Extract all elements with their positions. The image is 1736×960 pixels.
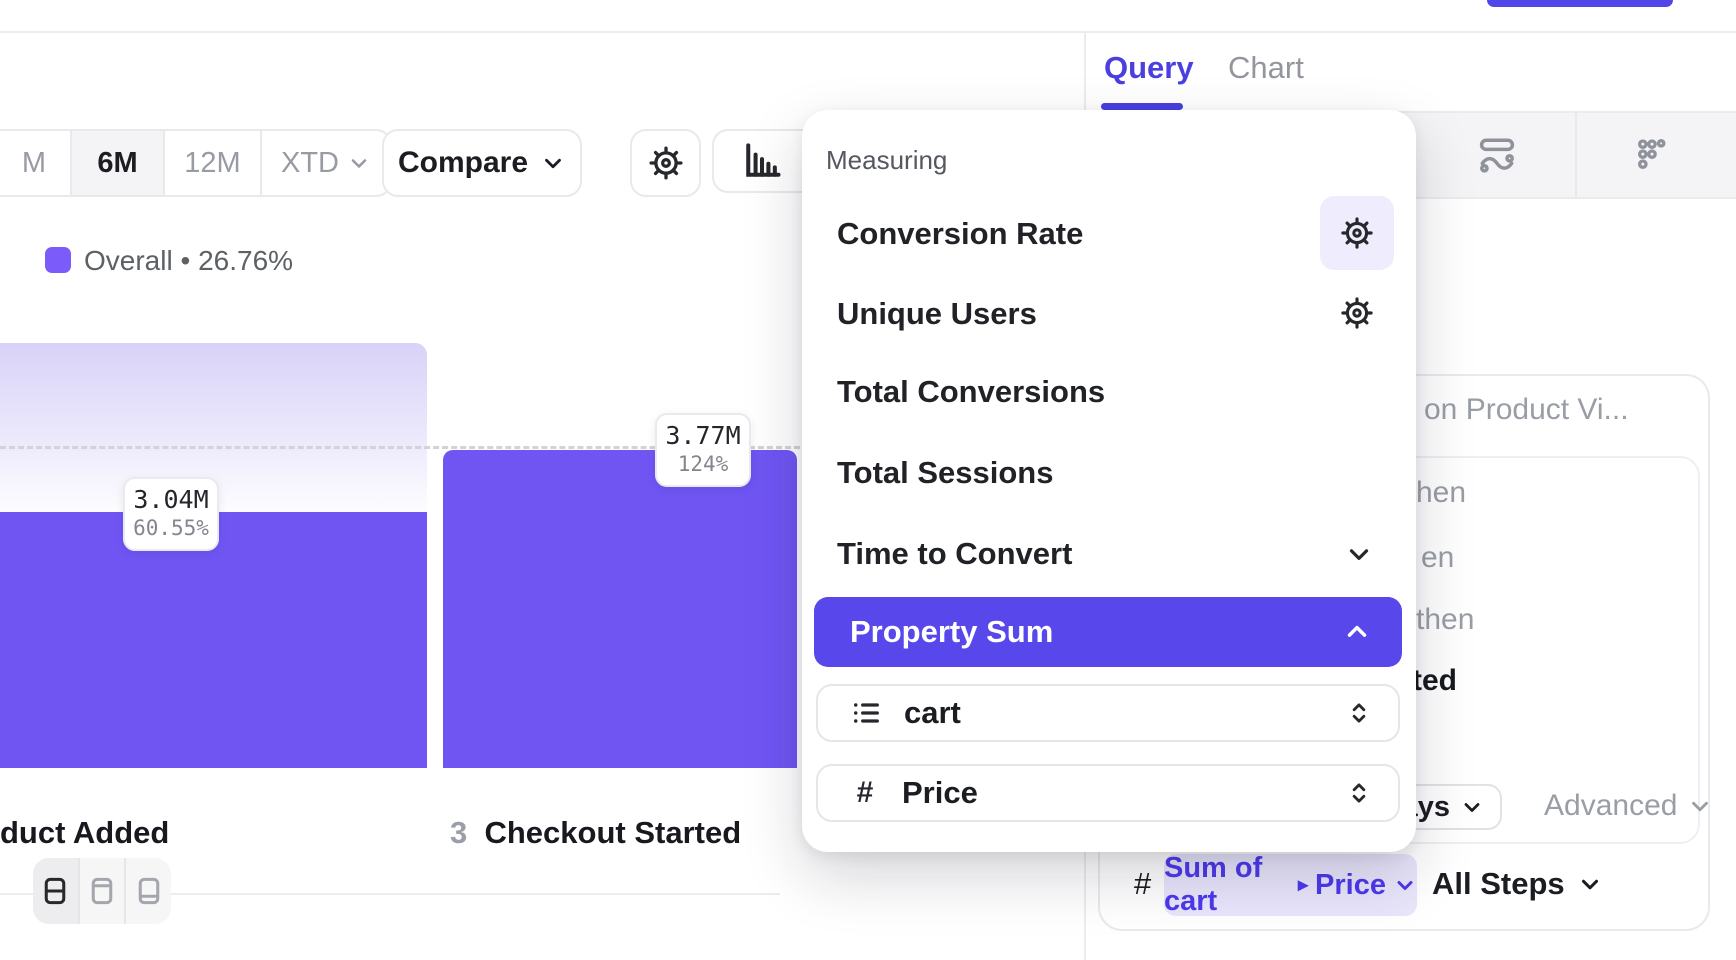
time-range-option-m[interactable]: M [0,131,72,195]
tab-query[interactable]: Query [1104,50,1194,85]
time-range-option-xtd[interactable]: XTD [262,131,390,195]
grid-dots-icon [1632,135,1672,175]
split-rows-icon [41,875,69,907]
funnel-bar-checkout-started[interactable] [443,450,797,768]
query-card-title: on Product Vi... [1424,393,1629,426]
tabs-divider [1086,111,1736,113]
property-event-value: cart [904,695,961,730]
step-row-fragment: hen [1416,476,1467,509]
funnel-step-label-checkout-started: 3 Checkout Started [450,815,742,850]
layout-switcher [33,858,171,924]
chevron-down-icon [1687,793,1713,819]
chevron-down-icon [1344,539,1374,569]
primary-action-button[interactable] [1487,0,1673,7]
funnel-percent: 124% [677,452,729,476]
menu-item-total-sessions[interactable]: Total Sessions [837,455,1054,490]
chart-settings-button[interactable] [630,129,701,197]
legend-value: 26.76% [198,245,294,276]
active-tab-underline [1101,103,1183,110]
layout-top-bar-button[interactable] [80,858,127,924]
step-row-fragment: en [1421,541,1455,574]
layout-split-rows-button[interactable] [33,858,80,924]
measured-property-chip[interactable]: Sum of cart ▸ Price [1164,852,1417,917]
time-range-option-12m[interactable]: 12M [165,131,262,195]
compare-button[interactable]: Compare [382,129,582,197]
funnel-value-card: 3.04M 60.55% [123,477,219,551]
updown-icon [1346,700,1372,726]
menu-item-time-to-convert[interactable]: Time to Convert [837,536,1073,571]
flow-chart-button[interactable] [1476,134,1518,176]
advanced-button[interactable]: Advanced [1544,789,1713,823]
unique-users-settings-button[interactable] [1320,276,1394,350]
measuring-dropdown-title: Measuring [826,145,948,175]
menu-item-property-sum[interactable]: Property Sum [814,597,1402,667]
property-event-select[interactable]: cart [816,684,1400,742]
menu-item-unique-users[interactable]: Unique Users [837,296,1037,331]
property-name-value: Price [902,775,978,810]
chevron-down-icon [347,151,371,175]
legend-swatch [45,247,71,273]
step-event-fragment: ted [1412,664,1457,697]
more-chart-types-button[interactable] [1632,135,1672,175]
step-number: 3 [450,815,468,850]
updown-icon [1346,780,1372,806]
funnel-value: 3.04M [133,485,209,514]
time-range-option-6m[interactable]: 6M [72,131,165,195]
chevron-down-icon [1393,873,1417,897]
gear-icon [1339,295,1375,331]
funnel-percent: 60.55% [133,516,209,540]
gear-icon [1339,215,1375,251]
bar-chart-icon [740,139,784,183]
table-top-border [0,893,780,895]
tab-chart[interactable]: Chart [1228,50,1304,85]
toolbar-divider [1575,113,1577,197]
flow-icon [1476,134,1518,176]
hash-icon: # [856,776,874,809]
gear-icon [647,144,685,182]
measure-type-glyph: # [1134,866,1152,901]
steps-scope-button[interactable]: All Steps [1432,866,1603,902]
layout-bottom-bar-button[interactable] [126,858,171,924]
funnel-bar-product-added[interactable] [0,512,427,768]
time-range-control: M 6M 12M XTD [0,129,392,197]
property-name-select[interactable]: # Price [816,764,1400,822]
funnel-value: 3.77M [665,421,741,450]
funnel-reference-dashed-line [0,446,800,449]
chevron-down-icon [540,150,566,176]
header-divider [0,31,1736,33]
step-row-fragment: then [1416,603,1475,636]
list-icon [850,697,882,729]
chart-type-button[interactable] [712,129,818,193]
top-bar-icon [88,875,116,907]
funnel-step-label-product-added: duct Added [0,815,170,850]
chevron-down-icon [1577,871,1603,897]
chevron-down-icon [1460,795,1484,819]
chevron-up-icon [1342,617,1372,647]
bottom-bar-icon [135,875,163,907]
menu-item-total-conversions[interactable]: Total Conversions [837,374,1106,409]
menu-item-conversion-rate[interactable]: Conversion Rate [837,216,1084,251]
breadcrumb-arrow-icon: ▸ [1298,874,1309,896]
legend-label: Overall • 26.76% [84,245,294,276]
funnel-value-card: 3.77M 124% [655,413,751,487]
conversion-rate-settings-button[interactable] [1320,196,1394,270]
